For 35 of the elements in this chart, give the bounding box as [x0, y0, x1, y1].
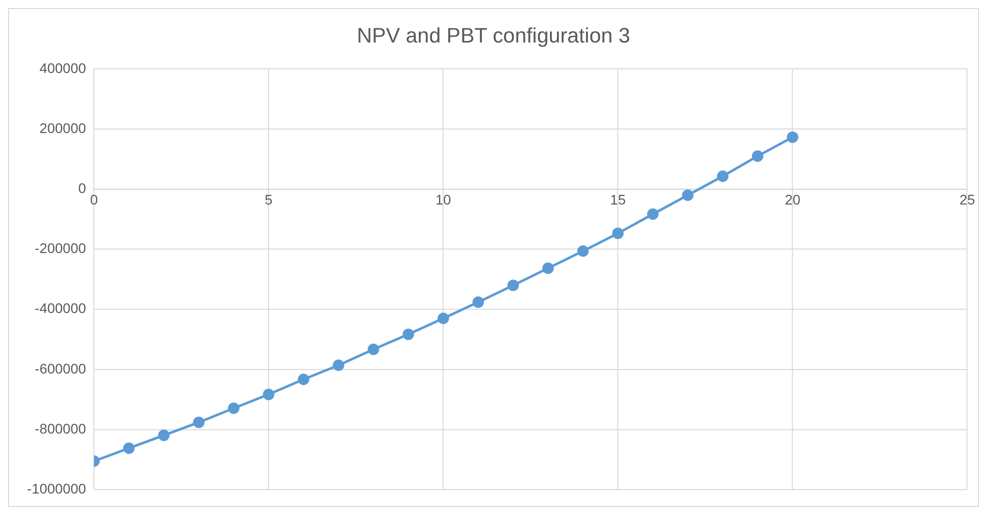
- x-tick-label: 0: [90, 191, 98, 208]
- point: [262, 388, 274, 400]
- point: [716, 170, 728, 182]
- point: [542, 262, 554, 274]
- x-tick-label: 20: [784, 191, 801, 208]
- point: [612, 228, 624, 240]
- point: [577, 245, 589, 257]
- y-tick-label: -800000: [34, 420, 86, 436]
- point: [682, 189, 694, 201]
- point: [158, 430, 170, 441]
- point: [193, 416, 205, 428]
- y-tick-label: -1000000: [27, 480, 86, 497]
- point: [123, 442, 135, 454]
- point: [298, 374, 310, 386]
- y-tick-label: -400000: [34, 300, 86, 316]
- y-tick-label: 200000: [39, 120, 86, 136]
- y-tick-label: -200000: [34, 240, 86, 256]
- point: [647, 208, 659, 220]
- point: [752, 150, 764, 162]
- point: [228, 402, 240, 414]
- point: [786, 131, 798, 143]
- y-tick-label: -600000: [34, 360, 86, 376]
- y-tick-label: 400000: [39, 60, 86, 76]
- point: [402, 328, 414, 340]
- x-tick-label: 15: [610, 191, 626, 208]
- x-tick-label: 25: [959, 191, 976, 208]
- point: [332, 360, 344, 371]
- x-tick-label: 10: [436, 191, 452, 208]
- y-tick-label: 0: [78, 180, 86, 196]
- point: [507, 280, 519, 292]
- point: [472, 296, 484, 308]
- point: [438, 312, 450, 324]
- point: [368, 344, 380, 356]
- chart-title: NPV and PBT configuration 3: [356, 24, 630, 48]
- x-tick-label: 5: [264, 191, 273, 208]
